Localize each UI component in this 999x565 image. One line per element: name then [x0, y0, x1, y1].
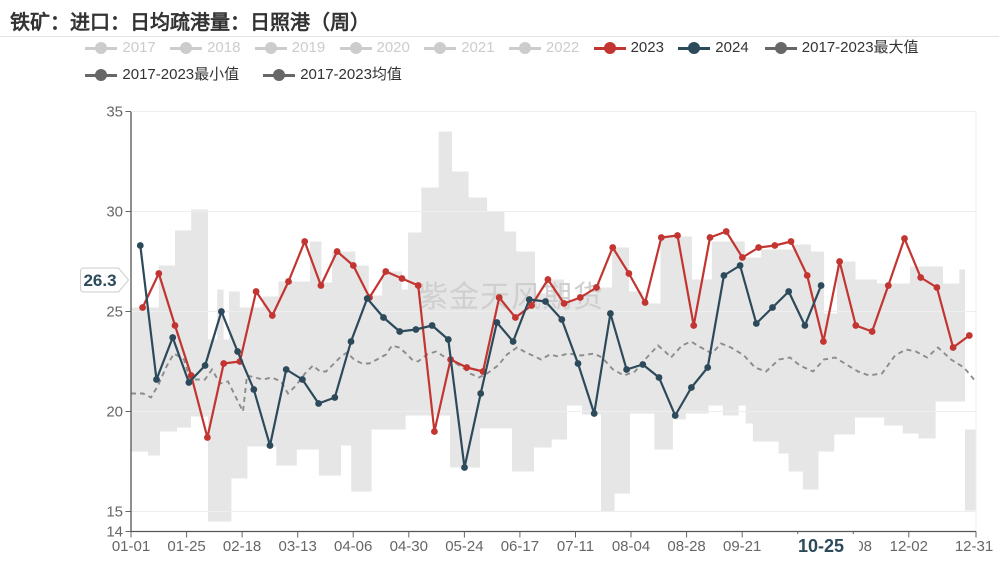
- svg-text:05-24: 05-24: [445, 538, 483, 555]
- svg-text:02-18: 02-18: [223, 538, 261, 555]
- svg-text:12-02: 12-02: [890, 538, 928, 555]
- svg-text:07-11: 07-11: [557, 538, 594, 555]
- svg-text:26.3: 26.3: [83, 271, 116, 290]
- svg-text:01-25: 01-25: [167, 538, 205, 555]
- svg-text:09-21: 09-21: [723, 538, 761, 555]
- svg-text:03-13: 03-13: [279, 538, 317, 555]
- svg-text:04-06: 04-06: [334, 538, 372, 555]
- svg-text:01-01: 01-01: [112, 538, 150, 555]
- svg-text:15: 15: [106, 504, 123, 521]
- svg-text:25: 25: [106, 304, 123, 321]
- svg-text:20: 20: [106, 404, 123, 421]
- svg-text:紫金天风期货: 紫金天风期货: [418, 281, 604, 314]
- svg-text:14: 14: [106, 524, 123, 541]
- svg-text:12-31: 12-31: [955, 538, 993, 555]
- svg-text:06-17: 06-17: [501, 538, 539, 555]
- svg-text:35: 35: [106, 104, 123, 121]
- svg-text:08-28: 08-28: [667, 538, 705, 555]
- svg-text:08-04: 08-04: [612, 538, 650, 555]
- svg-text:04-30: 04-30: [390, 538, 428, 555]
- svg-text:10-25: 10-25: [798, 536, 844, 556]
- svg-text:30: 30: [106, 204, 123, 221]
